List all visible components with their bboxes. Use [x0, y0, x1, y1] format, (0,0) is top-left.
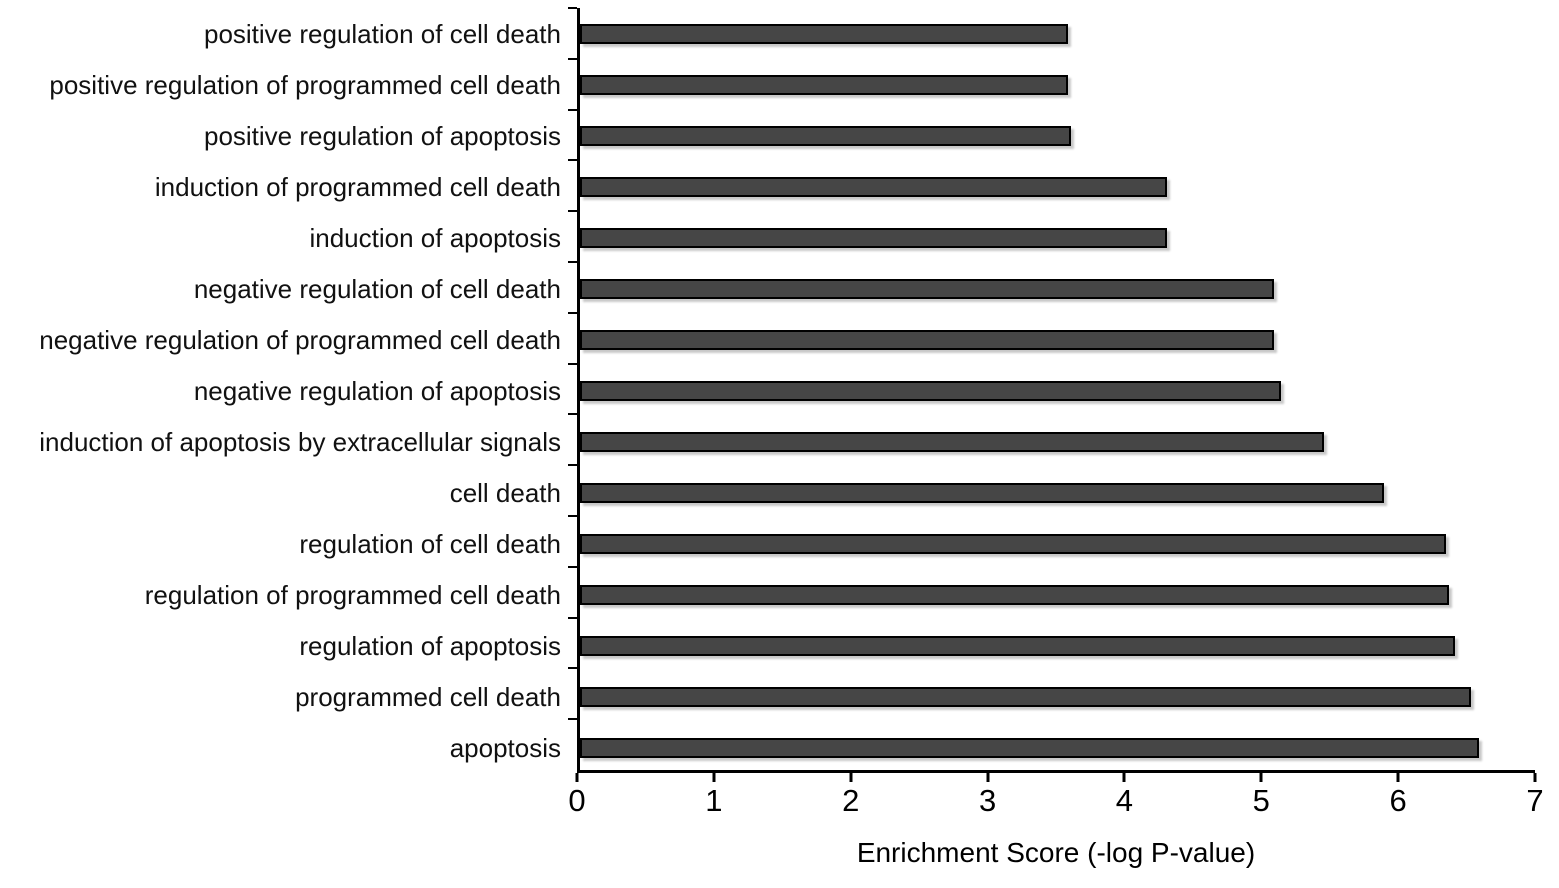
plot-column: 0 1 2 3 4 5 6 7	[568, 7, 1544, 821]
y-axis-tick	[568, 362, 577, 365]
bar	[580, 584, 1450, 605]
bar	[580, 380, 1282, 401]
bar	[580, 329, 1275, 350]
category-label: apoptosis	[449, 732, 561, 763]
x-axis-tick	[1259, 773, 1263, 782]
y-axis-tick	[568, 57, 577, 60]
bar-row	[580, 314, 1535, 365]
bar-row	[580, 8, 1535, 59]
plot-area	[568, 7, 1535, 773]
y-axis-tick	[568, 565, 577, 568]
bar	[580, 635, 1455, 656]
x-tick-label: 4	[1115, 783, 1134, 818]
category-label: negative regulation of cell death	[193, 273, 561, 304]
bar	[580, 431, 1324, 452]
category-label: positive regulation of apoptosis	[203, 120, 561, 151]
category-label: induction of apoptosis by extracellular …	[39, 426, 561, 457]
x-axis-tick	[575, 773, 579, 782]
bar-row	[580, 365, 1535, 416]
y-axis-tick	[568, 261, 577, 263]
y-axis-tick	[568, 311, 577, 314]
bar-row	[580, 569, 1535, 620]
category-label: positive regulation of programmed cell d…	[49, 69, 561, 100]
y-axis-tick	[568, 667, 577, 670]
x-tick-label: 5	[1252, 783, 1270, 818]
bar-row	[580, 212, 1535, 263]
category-label: regulation of apoptosis	[299, 630, 561, 661]
y-axis-tick	[568, 210, 577, 213]
category-label: induction of programmed cell death	[154, 171, 561, 202]
x-axis-tick	[1533, 773, 1537, 782]
bar	[580, 176, 1167, 197]
x-tick-label: 6	[1389, 783, 1407, 818]
category-label: cell death	[449, 477, 561, 508]
y-axis-tick	[568, 616, 577, 619]
category-label: induction of apoptosis	[309, 222, 561, 253]
bar	[580, 227, 1167, 248]
bar	[580, 125, 1072, 146]
y-axis-tick	[568, 464, 577, 467]
y-axis-tick	[568, 7, 577, 9]
bar	[580, 533, 1447, 554]
category-label: regulation of programmed cell death	[144, 579, 561, 610]
y-axis-tick	[568, 515, 577, 517]
x-axis-tick	[1122, 773, 1126, 782]
x-tick-label: 3	[978, 783, 997, 818]
category-label: regulation of cell death	[299, 528, 561, 559]
x-axis-title: Enrichment Score (-log P-value)	[856, 837, 1256, 868]
bar-row	[580, 161, 1535, 212]
y-axis-labels: positive regulation of cell death positiv…	[0, 8, 577, 773]
x-tick-label: 7	[1526, 783, 1544, 818]
x-axis-tick	[986, 773, 990, 782]
y-axis-tick	[568, 413, 577, 416]
x-axis-tick	[1396, 773, 1400, 782]
bar-row	[580, 722, 1535, 773]
bar-row	[580, 59, 1535, 110]
bar-row	[580, 620, 1535, 671]
bar-row	[580, 263, 1535, 314]
x-axis-title-row: Enrichment Score (-log P-value)	[577, 837, 1535, 869]
x-tick-label: 1	[705, 783, 723, 818]
bar-row	[580, 518, 1535, 569]
category-label: positive regulation of cell death	[203, 18, 561, 49]
bar	[580, 74, 1069, 95]
x-axis	[575, 773, 1537, 783]
x-tick-label: 2	[842, 783, 860, 818]
bar-row	[580, 671, 1535, 722]
bar	[580, 737, 1480, 758]
bar-row	[580, 416, 1535, 467]
category-label: negative regulation of apoptosis	[193, 375, 561, 406]
bar-row	[580, 110, 1535, 161]
y-axis-tick	[568, 159, 577, 162]
bar	[580, 278, 1275, 299]
bar	[580, 686, 1471, 707]
y-axis-tick	[568, 718, 577, 721]
x-axis-tick	[712, 773, 716, 782]
x-axis-tick-labels: 0 1 2 3 4 5 6 7	[568, 783, 1543, 821]
x-tick-label: 0	[568, 783, 586, 818]
bar-row	[580, 467, 1535, 518]
y-axis-tick	[568, 108, 577, 111]
bar	[580, 23, 1069, 44]
category-label: negative regulation of programmed cell d…	[39, 324, 561, 355]
chart-grid: positive regulation of cell death positiv…	[0, 7, 1559, 821]
x-axis-tick	[849, 773, 853, 782]
bar	[580, 482, 1384, 503]
category-label: programmed cell death	[295, 681, 561, 712]
